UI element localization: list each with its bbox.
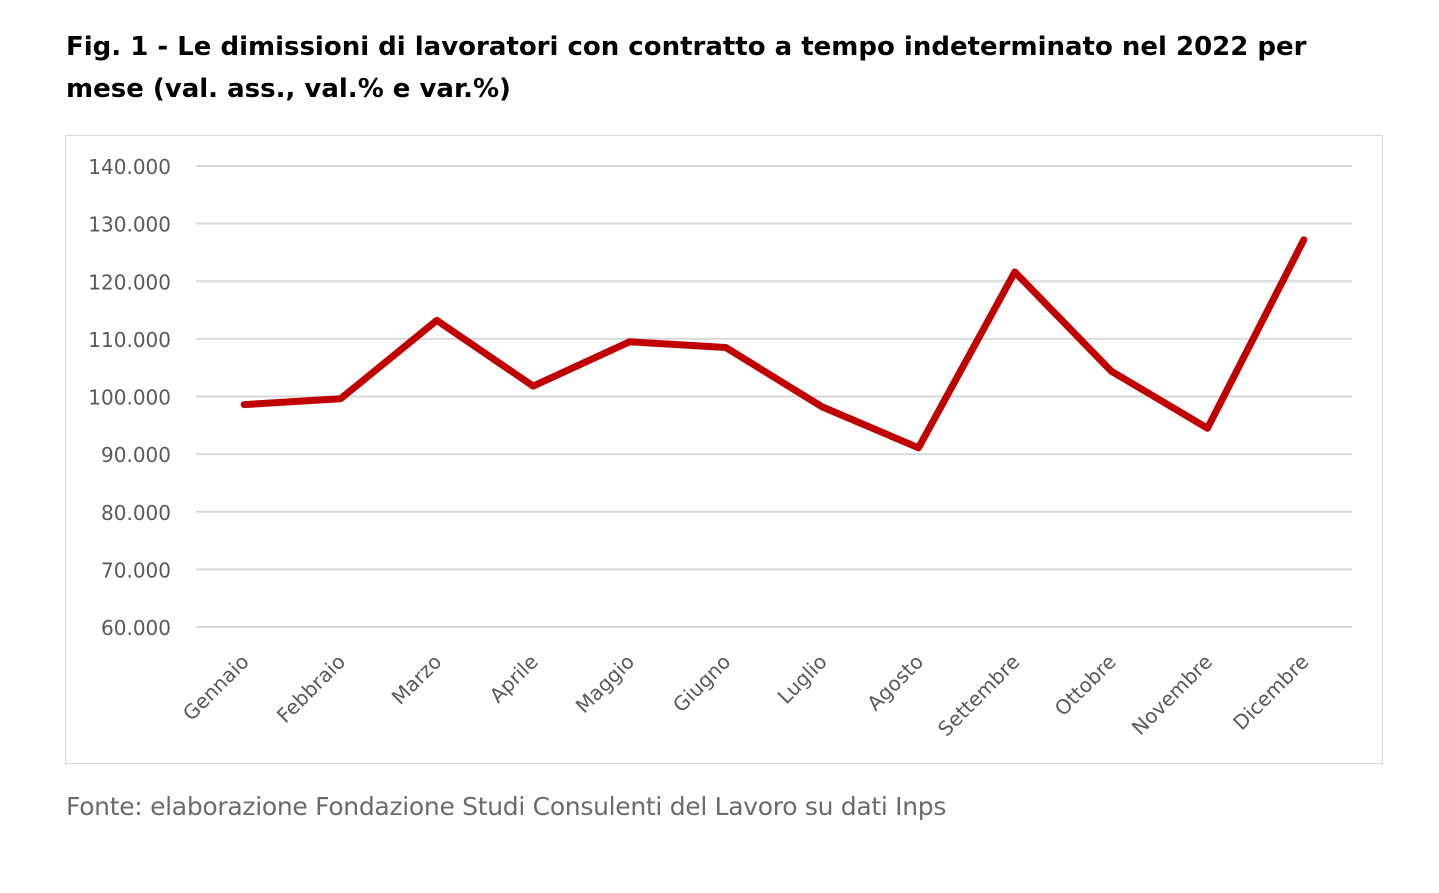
data-point [433,317,440,324]
y-tick-label: 130.000 [88,213,171,237]
data-point [1300,236,1307,243]
data-point [819,403,826,410]
x-tick-label: Agosto [862,650,928,716]
line-chart: 60.000 70.000 80.000 90.000 100.000 110.000 12… [88,155,1352,741]
figure-title: Fig. 1 - Le dimissioni di lavoratori con… [66,32,1307,104]
data-point [722,344,729,351]
x-tick-label: Dicembre [1228,650,1313,735]
x-tick-label: Febbraio [272,650,350,728]
x-tick-label: Aprile [485,650,543,708]
x-tick-label: Marzo [387,650,447,710]
x-tick-label: Settembre [933,650,1024,741]
y-tick-label: 80.000 [101,501,171,525]
x-tick-label: Gennaio [178,650,254,726]
data-point [241,401,248,408]
x-tick-label: Luglio [773,650,832,709]
data-point [915,444,922,451]
y-tick-label: 120.000 [88,270,171,294]
y-tick-label: 60.000 [101,616,171,640]
y-tick-label: 110.000 [88,328,171,352]
x-axis-ticks: Gennaio Febbraio Marzo Aprile Maggio Giugno Lu… [178,650,1313,741]
y-tick-label: 70.000 [101,558,171,582]
data-point [1204,425,1211,432]
gridlines [196,165,1352,628]
series-layer [240,236,1308,452]
x-tick-label: Giugno [668,650,735,717]
series-line [240,236,1308,452]
data-point [530,383,537,390]
x-tick-label: Maggio [571,650,639,718]
y-tick-label: 90.000 [101,443,171,467]
data-point [626,338,633,345]
data-point [337,395,344,402]
y-tick-label: 140.000 [88,155,171,179]
source-note: Fonte: elaborazione Fondazione Studi Con… [66,792,947,821]
data-point [1108,368,1115,375]
x-tick-label: Ottobre [1050,650,1121,721]
y-tick-label: 100.000 [88,386,171,410]
x-tick-label: Novembre [1127,650,1217,740]
chart-frame: 60.000 70.000 80.000 90.000 100.000 110.000 12… [65,135,1383,764]
y-axis-ticks: 60.000 70.000 80.000 90.000 100.000 110.000 12… [88,155,171,640]
data-point [1011,269,1018,276]
